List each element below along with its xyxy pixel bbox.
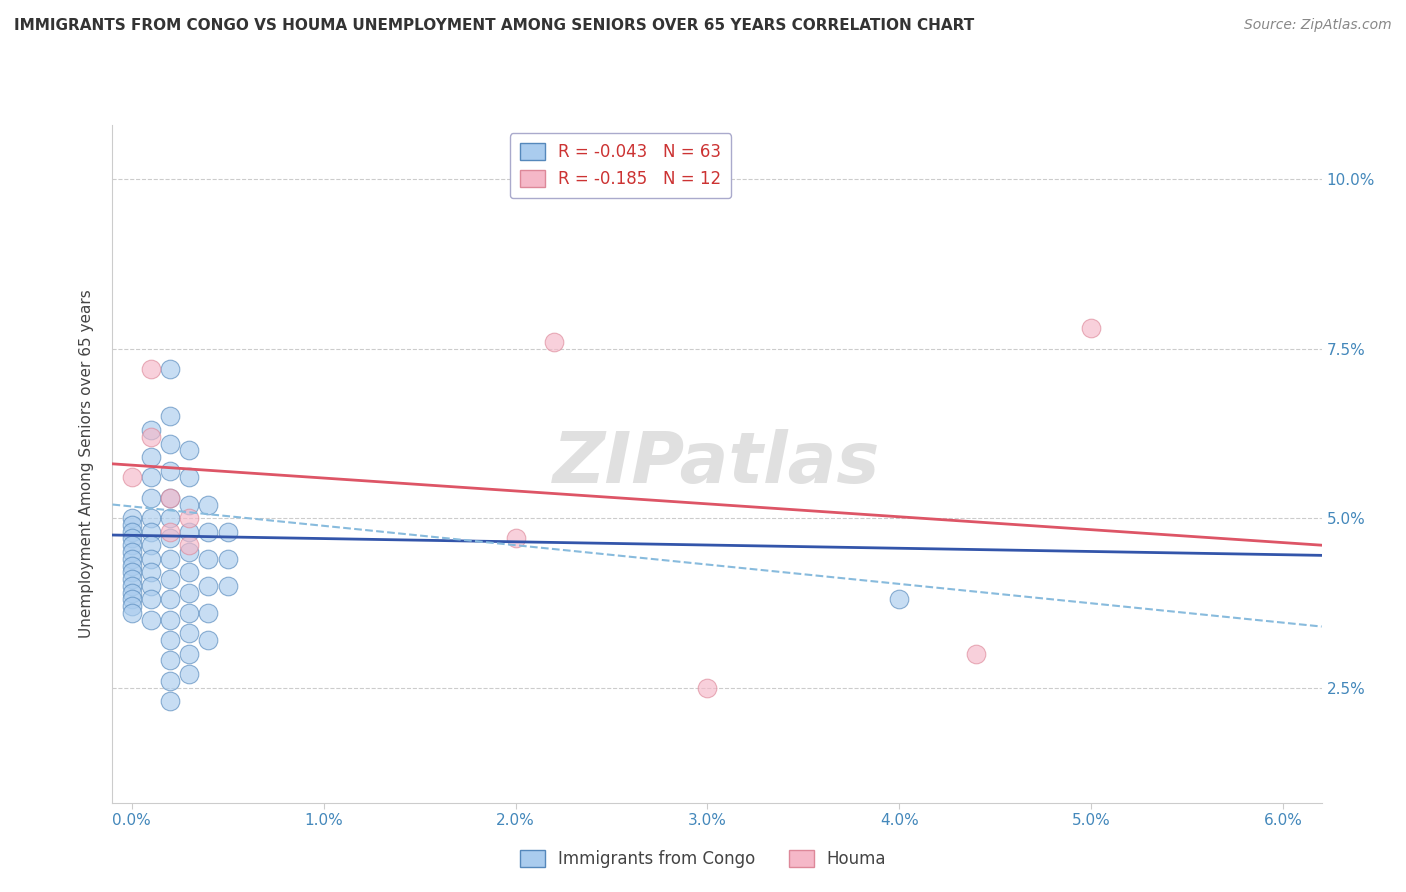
Point xyxy=(965,647,987,661)
Point xyxy=(139,524,162,539)
Point xyxy=(121,532,143,546)
Point xyxy=(139,430,162,444)
Point xyxy=(217,579,239,593)
Point xyxy=(139,613,162,627)
Point xyxy=(139,491,162,505)
Point xyxy=(121,585,143,599)
Point xyxy=(179,606,201,620)
Point xyxy=(121,545,143,559)
Point xyxy=(179,443,201,458)
Point xyxy=(139,423,162,437)
Point xyxy=(179,585,201,599)
Point xyxy=(889,592,911,607)
Point xyxy=(139,592,162,607)
Point xyxy=(139,362,162,376)
Point xyxy=(121,606,143,620)
Point xyxy=(139,470,162,484)
Point xyxy=(197,551,219,566)
Point xyxy=(121,538,143,552)
Point xyxy=(159,511,181,525)
Point xyxy=(159,633,181,648)
Point xyxy=(179,470,201,484)
Text: IMMIGRANTS FROM CONGO VS HOUMA UNEMPLOYMENT AMONG SENIORS OVER 65 YEARS CORRELAT: IMMIGRANTS FROM CONGO VS HOUMA UNEMPLOYM… xyxy=(14,18,974,33)
Point xyxy=(159,673,181,688)
Point xyxy=(121,572,143,586)
Point xyxy=(217,524,239,539)
Point xyxy=(159,491,181,505)
Text: Source: ZipAtlas.com: Source: ZipAtlas.com xyxy=(1244,18,1392,32)
Point xyxy=(121,592,143,607)
Point xyxy=(159,551,181,566)
Point xyxy=(159,491,181,505)
Point xyxy=(159,653,181,667)
Point xyxy=(139,566,162,580)
Point xyxy=(159,362,181,376)
Point xyxy=(121,579,143,593)
Point xyxy=(179,626,201,640)
Point xyxy=(179,511,201,525)
Point xyxy=(197,524,219,539)
Point xyxy=(179,667,201,681)
Point xyxy=(197,579,219,593)
Point xyxy=(197,606,219,620)
Point xyxy=(121,558,143,573)
Point xyxy=(139,579,162,593)
Legend: R = -0.043   N = 63, R = -0.185   N = 12: R = -0.043 N = 63, R = -0.185 N = 12 xyxy=(509,133,731,198)
Point xyxy=(543,334,565,349)
Point xyxy=(139,511,162,525)
Point xyxy=(121,470,143,484)
Point xyxy=(179,647,201,661)
Y-axis label: Unemployment Among Seniors over 65 years: Unemployment Among Seniors over 65 years xyxy=(79,290,94,638)
Point xyxy=(159,464,181,478)
Point xyxy=(179,524,201,539)
Legend: Immigrants from Congo, Houma: Immigrants from Congo, Houma xyxy=(513,843,893,875)
Point xyxy=(505,532,527,546)
Point xyxy=(159,532,181,546)
Point xyxy=(139,538,162,552)
Point xyxy=(179,498,201,512)
Point xyxy=(179,538,201,552)
Point xyxy=(121,566,143,580)
Point xyxy=(159,524,181,539)
Text: ZIPatlas: ZIPatlas xyxy=(554,429,880,499)
Point xyxy=(121,599,143,614)
Point xyxy=(139,450,162,464)
Point xyxy=(159,409,181,424)
Point xyxy=(159,694,181,708)
Point xyxy=(179,545,201,559)
Point xyxy=(121,524,143,539)
Point xyxy=(121,511,143,525)
Point xyxy=(217,551,239,566)
Point xyxy=(179,566,201,580)
Point xyxy=(139,551,162,566)
Point xyxy=(197,633,219,648)
Point xyxy=(121,517,143,532)
Point xyxy=(159,436,181,450)
Point xyxy=(159,592,181,607)
Point xyxy=(696,681,718,695)
Point xyxy=(159,572,181,586)
Point xyxy=(1080,321,1102,335)
Point xyxy=(197,498,219,512)
Point xyxy=(159,613,181,627)
Point xyxy=(121,551,143,566)
